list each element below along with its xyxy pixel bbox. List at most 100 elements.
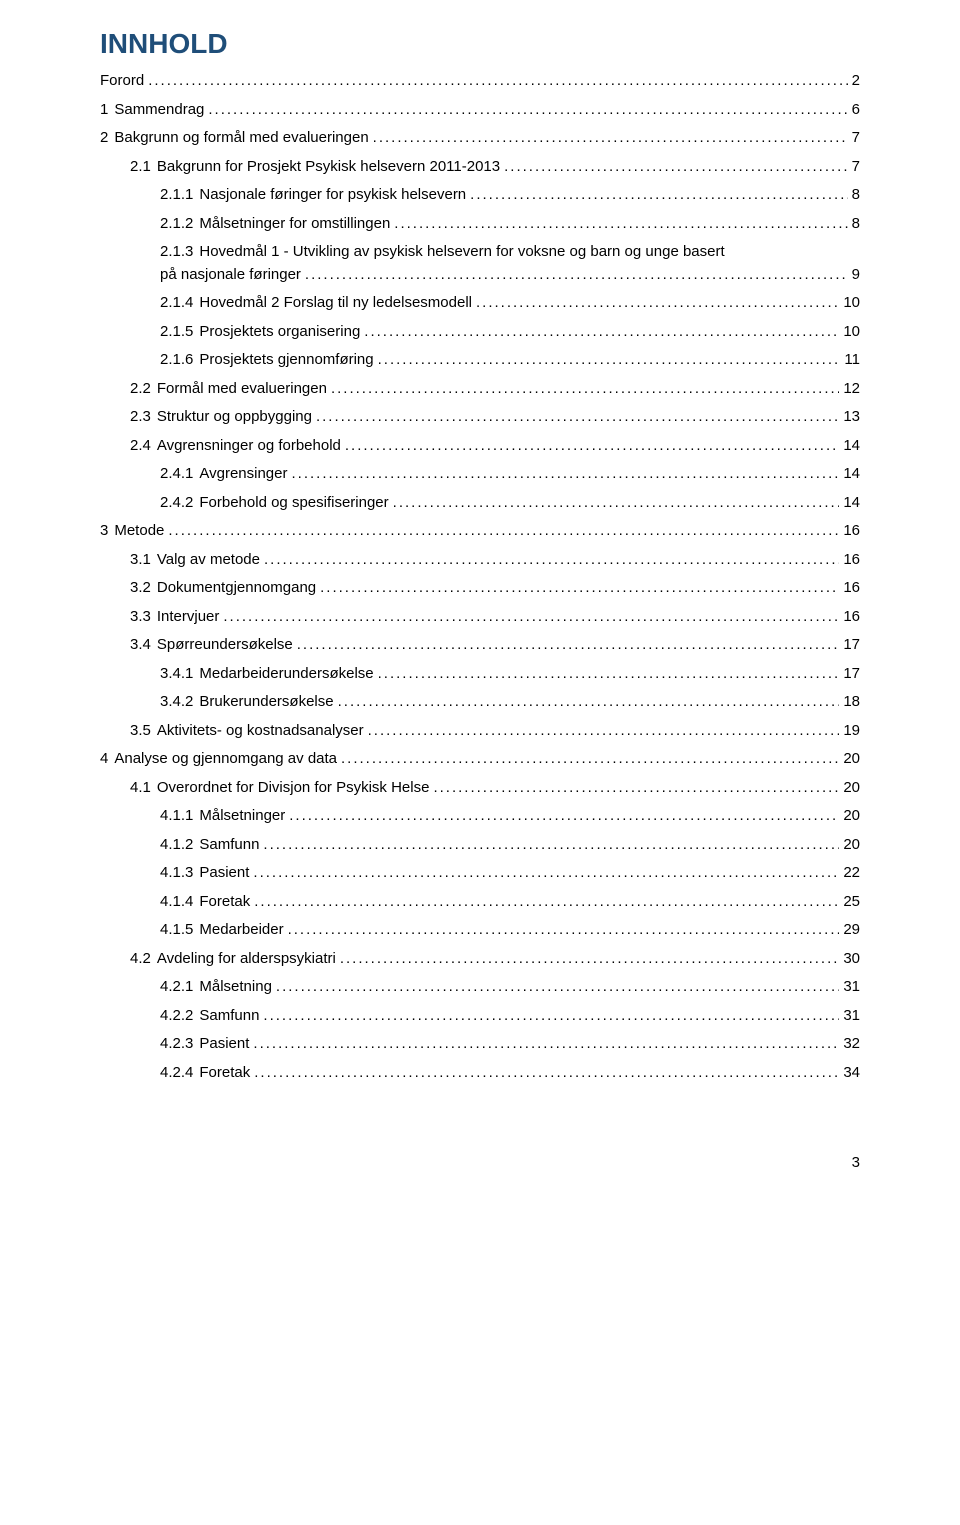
toc-leader-dots bbox=[208, 99, 847, 122]
toc-entry: 1Sammendrag6 bbox=[100, 99, 860, 122]
toc-entry-page: 31 bbox=[839, 976, 860, 999]
toc-leader-dots bbox=[378, 663, 840, 686]
toc-entry-label: Medarbeider bbox=[199, 919, 287, 942]
toc-entry-label: Brukerundersøkelse bbox=[199, 691, 337, 714]
toc-leader-dots bbox=[253, 1033, 839, 1056]
toc-entry-page: 22 bbox=[839, 862, 860, 885]
toc-entry: 3Metode16 bbox=[100, 520, 860, 543]
toc-entry-page: 13 bbox=[839, 406, 860, 429]
toc-entry-label: på nasjonale føringer bbox=[160, 264, 305, 287]
toc-entry-number: 4.1.4 bbox=[160, 891, 199, 914]
table-of-contents: Forord21Sammendrag62Bakgrunn og formål m… bbox=[100, 70, 860, 1084]
toc-leader-dots bbox=[340, 948, 839, 971]
toc-leader-dots bbox=[264, 549, 839, 572]
toc-entry: 4.2Avdeling for alderspsykiatri30 bbox=[100, 948, 860, 971]
toc-entry-page: 6 bbox=[848, 99, 860, 122]
toc-entry-label: Samfunn bbox=[199, 1005, 263, 1028]
toc-entry: 3.2Dokumentgjennomgang16 bbox=[100, 577, 860, 600]
toc-leader-dots bbox=[320, 577, 839, 600]
toc-entry-page: 2 bbox=[848, 70, 860, 93]
toc-entry-page: 10 bbox=[839, 321, 860, 344]
toc-entry-label: Pasient bbox=[199, 862, 253, 885]
toc-leader-dots bbox=[288, 919, 840, 942]
toc-entry-label: Nasjonale føringer for psykisk helsevern bbox=[199, 184, 470, 207]
toc-entry-number: 4 bbox=[100, 748, 114, 771]
toc-entry-number: 2.1 bbox=[130, 156, 157, 179]
toc-entry-number: 3.2 bbox=[130, 577, 157, 600]
page-number: 3 bbox=[100, 1154, 860, 1171]
toc-entry-number: 4.2.1 bbox=[160, 976, 199, 999]
toc-leader-dots bbox=[504, 156, 848, 179]
toc-entry-page: 12 bbox=[839, 378, 860, 401]
toc-entry-label: Avdeling for alderspsykiatri bbox=[157, 948, 340, 971]
toc-leader-dots bbox=[345, 435, 839, 458]
toc-entry-label: Spørreundersøkelse bbox=[157, 634, 297, 657]
toc-entry-page: 20 bbox=[839, 748, 860, 771]
toc-entry-page: 17 bbox=[839, 663, 860, 686]
toc-entry: 4Analyse og gjennomgang av data 20 bbox=[100, 748, 860, 771]
toc-entry-number: 2.4 bbox=[130, 435, 157, 458]
toc-entry-page: 16 bbox=[839, 549, 860, 572]
toc-leader-dots bbox=[393, 492, 840, 515]
toc-entry-number: 3.4.2 bbox=[160, 691, 199, 714]
toc-leader-dots bbox=[378, 349, 841, 372]
toc-entry-page: 20 bbox=[839, 834, 860, 857]
toc-entry-label: Avgrensninger og forbehold bbox=[157, 435, 345, 458]
toc-leader-dots bbox=[331, 378, 839, 401]
toc-entry-label: Forord bbox=[100, 70, 148, 93]
toc-entry-number: 4.2.3 bbox=[160, 1033, 199, 1056]
toc-leader-dots bbox=[476, 292, 839, 315]
toc-leader-dots bbox=[254, 1062, 839, 1085]
toc-entry-page: 29 bbox=[839, 919, 860, 942]
toc-leader-dots bbox=[373, 127, 848, 150]
toc-entry-number: 4.1.3 bbox=[160, 862, 199, 885]
toc-leader-dots bbox=[253, 862, 839, 885]
toc-entry: 2.4.1Avgrensinger14 bbox=[100, 463, 860, 486]
toc-entry-number: 2.4.2 bbox=[160, 492, 199, 515]
toc-entry-number: 3 bbox=[100, 520, 114, 543]
toc-leader-dots bbox=[470, 184, 848, 207]
toc-entry-label: Målsetning bbox=[199, 976, 276, 999]
toc-entry: 2.1.3Hovedmål 1 - Utvikling av psykisk h… bbox=[100, 241, 860, 264]
toc-entry-label: Avgrensinger bbox=[199, 463, 291, 486]
toc-entry-number: 3.3 bbox=[130, 606, 157, 629]
toc-entry-label: Analyse og gjennomgang av data bbox=[114, 748, 341, 771]
toc-entry-number: 4.2 bbox=[130, 948, 157, 971]
toc-entry-label: Hovedmål 2 Forslag til ny ledelsesmodell bbox=[199, 292, 476, 315]
toc-entry-number: 4.1.1 bbox=[160, 805, 199, 828]
toc-entry: 2.1Bakgrunn for Prosjekt Psykisk helseve… bbox=[100, 156, 860, 179]
toc-entry-label: Bakgrunn for Prosjekt Psykisk helsevern … bbox=[157, 156, 504, 179]
toc-entry-number: 2.1.5 bbox=[160, 321, 199, 344]
toc-entry-number: 4.1.5 bbox=[160, 919, 199, 942]
toc-entry: 4.1.2Samfunn20 bbox=[100, 834, 860, 857]
toc-entry-number: 3.4 bbox=[130, 634, 157, 657]
toc-entry-page: 7 bbox=[848, 127, 860, 150]
toc-entry-page: 17 bbox=[839, 634, 860, 657]
toc-entry: 2.2Formål med evalueringen12 bbox=[100, 378, 860, 401]
toc-entry-number: 2.1.4 bbox=[160, 292, 199, 315]
toc-leader-dots bbox=[297, 634, 840, 657]
toc-entry-label: Pasient bbox=[199, 1033, 253, 1056]
toc-entry-label: Aktivitets- og kostnadsanalyser bbox=[157, 720, 368, 743]
toc-entry-number: 2.1.2 bbox=[160, 213, 199, 236]
toc-entry-label: Sammendrag bbox=[114, 99, 208, 122]
toc-entry-label: Bakgrunn og formål med evalueringen bbox=[114, 127, 372, 150]
toc-leader-dots bbox=[394, 213, 847, 236]
toc-entry-label: Metode bbox=[114, 520, 168, 543]
toc-entry-page: 9 bbox=[848, 264, 860, 287]
toc-entry: 4.1Overordnet for Divisjon for Psykisk H… bbox=[100, 777, 860, 800]
toc-entry-page: 18 bbox=[839, 691, 860, 714]
toc-entry-page: 14 bbox=[839, 463, 860, 486]
toc-entry: 4.1.5Medarbeider 29 bbox=[100, 919, 860, 942]
toc-leader-dots bbox=[289, 805, 839, 828]
toc-entry: 2.1.4Hovedmål 2 Forslag til ny ledelsesm… bbox=[100, 292, 860, 315]
toc-entry-label: Målsetninger for omstillingen bbox=[199, 213, 394, 236]
toc-entry-number: 4.2.2 bbox=[160, 1005, 199, 1028]
toc-entry-number: 2.3 bbox=[130, 406, 157, 429]
toc-leader-dots bbox=[276, 976, 839, 999]
toc-leader-dots bbox=[254, 891, 839, 914]
toc-entry: 3.4.1Medarbeiderundersøkelse17 bbox=[100, 663, 860, 686]
toc-entry-label: Intervjuer bbox=[157, 606, 224, 629]
toc-entry-page: 32 bbox=[839, 1033, 860, 1056]
toc-leader-dots bbox=[168, 520, 839, 543]
